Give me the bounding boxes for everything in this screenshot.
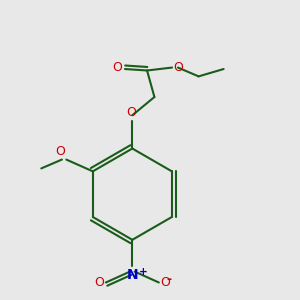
Text: O: O xyxy=(94,276,104,289)
Text: N: N xyxy=(127,268,138,282)
Text: O: O xyxy=(126,106,136,119)
Text: O: O xyxy=(55,145,65,158)
Text: O: O xyxy=(174,61,183,74)
Text: O: O xyxy=(112,61,122,74)
Text: +: + xyxy=(139,267,148,277)
Text: O: O xyxy=(160,276,170,289)
Text: -: - xyxy=(166,273,171,286)
